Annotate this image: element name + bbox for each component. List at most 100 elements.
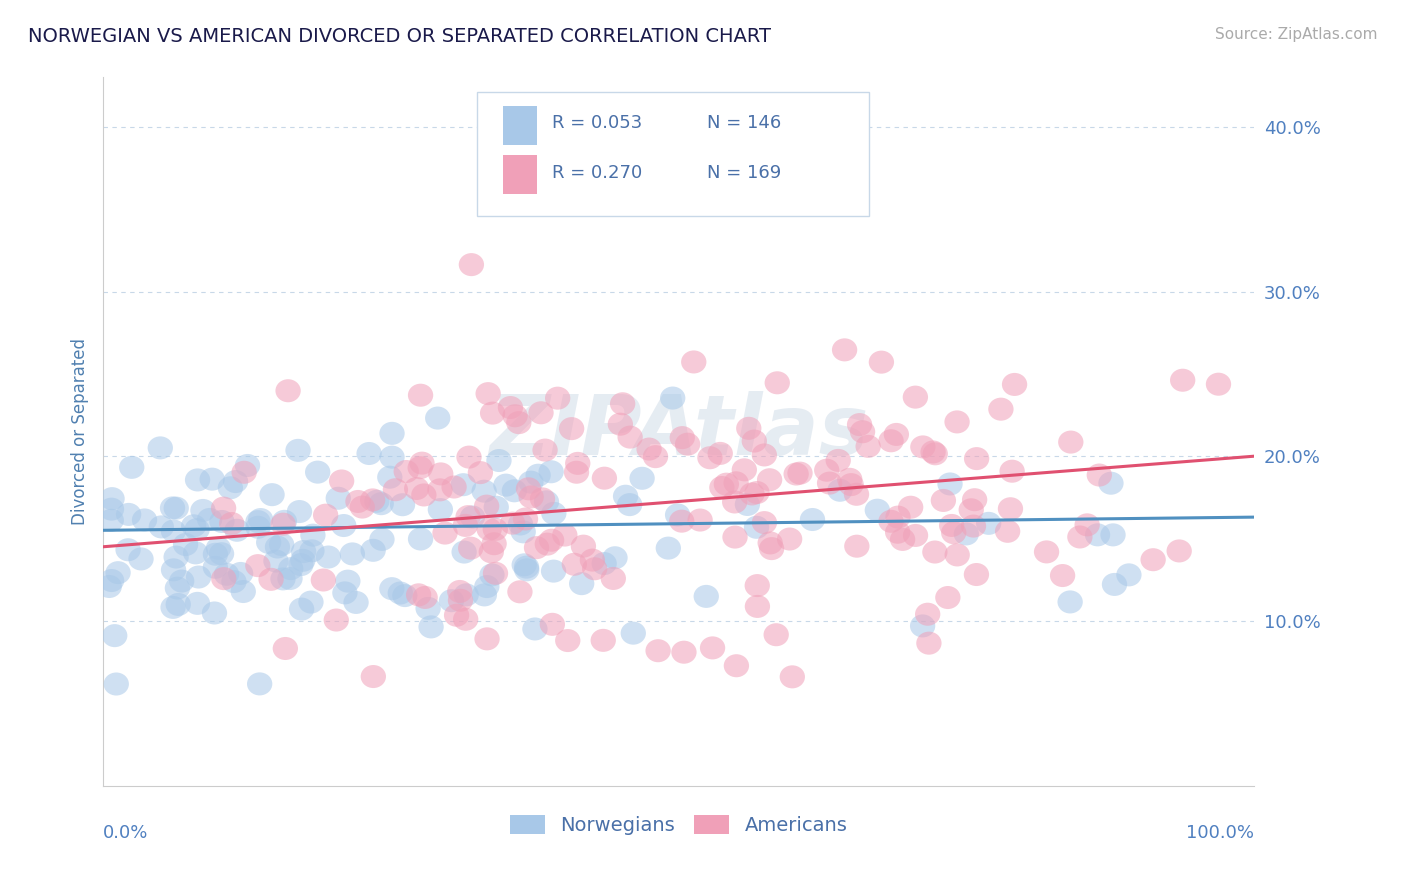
Ellipse shape: [592, 467, 617, 490]
Ellipse shape: [555, 629, 581, 652]
Ellipse shape: [592, 552, 617, 575]
Ellipse shape: [759, 537, 785, 560]
Ellipse shape: [224, 470, 249, 493]
FancyBboxPatch shape: [502, 106, 537, 145]
Ellipse shape: [219, 512, 245, 535]
Ellipse shape: [235, 454, 260, 477]
Ellipse shape: [564, 460, 589, 483]
Ellipse shape: [620, 622, 645, 645]
Ellipse shape: [330, 514, 356, 537]
Ellipse shape: [173, 533, 198, 556]
Ellipse shape: [903, 385, 928, 409]
Ellipse shape: [898, 496, 924, 519]
Ellipse shape: [846, 413, 872, 436]
Ellipse shape: [814, 458, 839, 482]
Ellipse shape: [484, 496, 509, 519]
Ellipse shape: [758, 532, 783, 555]
Ellipse shape: [960, 515, 986, 538]
Ellipse shape: [541, 559, 567, 582]
Ellipse shape: [246, 510, 271, 533]
Ellipse shape: [329, 469, 354, 492]
Ellipse shape: [357, 442, 382, 465]
Ellipse shape: [285, 439, 311, 462]
Ellipse shape: [477, 517, 502, 541]
Ellipse shape: [498, 396, 523, 419]
Ellipse shape: [291, 540, 316, 563]
Ellipse shape: [524, 536, 550, 559]
Ellipse shape: [962, 488, 987, 511]
Ellipse shape: [453, 607, 478, 631]
Ellipse shape: [724, 471, 749, 494]
Ellipse shape: [471, 583, 498, 607]
Ellipse shape: [288, 553, 314, 576]
Ellipse shape: [723, 491, 748, 514]
Ellipse shape: [419, 615, 444, 639]
Ellipse shape: [479, 564, 505, 586]
Ellipse shape: [98, 569, 124, 592]
Ellipse shape: [290, 598, 315, 621]
Ellipse shape: [1098, 472, 1123, 495]
Ellipse shape: [166, 593, 191, 616]
Ellipse shape: [879, 509, 904, 533]
Ellipse shape: [844, 483, 869, 506]
Ellipse shape: [910, 435, 935, 458]
Ellipse shape: [128, 548, 153, 571]
Ellipse shape: [515, 558, 540, 582]
Ellipse shape: [709, 476, 734, 499]
Ellipse shape: [538, 460, 564, 483]
Ellipse shape: [744, 481, 769, 504]
Ellipse shape: [494, 474, 519, 497]
Ellipse shape: [931, 489, 956, 512]
Ellipse shape: [120, 456, 145, 479]
Ellipse shape: [723, 525, 748, 549]
Ellipse shape: [1102, 573, 1128, 596]
Ellipse shape: [245, 554, 270, 577]
Ellipse shape: [427, 478, 453, 501]
Ellipse shape: [245, 516, 271, 539]
Ellipse shape: [735, 493, 761, 516]
Ellipse shape: [1067, 525, 1092, 549]
Ellipse shape: [404, 477, 429, 500]
Ellipse shape: [741, 430, 766, 452]
Ellipse shape: [458, 253, 484, 277]
Ellipse shape: [1033, 541, 1059, 564]
Ellipse shape: [270, 567, 295, 591]
Ellipse shape: [259, 568, 284, 591]
Ellipse shape: [922, 442, 948, 466]
Ellipse shape: [214, 563, 239, 586]
Ellipse shape: [534, 533, 560, 556]
Ellipse shape: [98, 508, 124, 532]
Ellipse shape: [323, 608, 349, 632]
Ellipse shape: [569, 572, 595, 595]
Ellipse shape: [380, 422, 405, 445]
Ellipse shape: [209, 542, 235, 566]
Ellipse shape: [681, 351, 706, 374]
Ellipse shape: [270, 513, 295, 536]
Ellipse shape: [148, 436, 173, 459]
Ellipse shape: [963, 563, 988, 586]
Ellipse shape: [287, 500, 312, 523]
Ellipse shape: [522, 617, 547, 640]
Ellipse shape: [482, 518, 508, 541]
Ellipse shape: [538, 529, 564, 552]
Ellipse shape: [415, 597, 440, 620]
Ellipse shape: [160, 558, 186, 582]
Ellipse shape: [998, 497, 1024, 520]
Ellipse shape: [917, 632, 942, 655]
Ellipse shape: [838, 473, 863, 496]
Ellipse shape: [688, 508, 713, 532]
Ellipse shape: [100, 487, 125, 510]
Ellipse shape: [745, 574, 770, 597]
Ellipse shape: [553, 524, 578, 547]
Ellipse shape: [447, 580, 472, 603]
Ellipse shape: [561, 553, 586, 576]
Ellipse shape: [346, 490, 371, 513]
Ellipse shape: [389, 493, 415, 516]
Ellipse shape: [298, 591, 323, 614]
Ellipse shape: [1002, 373, 1028, 396]
Ellipse shape: [655, 537, 681, 559]
Ellipse shape: [886, 506, 911, 529]
Ellipse shape: [546, 386, 571, 409]
Ellipse shape: [976, 512, 1001, 535]
Ellipse shape: [184, 591, 209, 615]
